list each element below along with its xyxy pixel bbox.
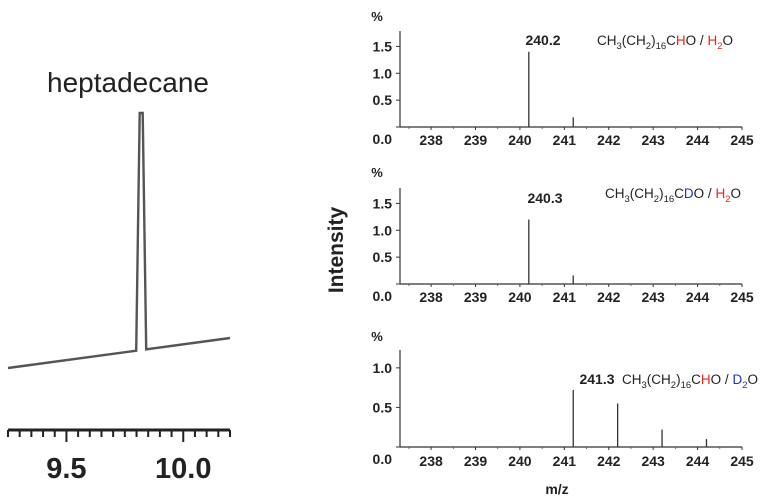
- formula-segment: 16: [656, 41, 667, 52]
- formula-segment: (CH: [622, 33, 646, 48]
- chromatogram-tick-label: 10.0: [155, 453, 211, 485]
- x-tick-label: 238: [419, 453, 443, 469]
- chromatogram-trace: [7, 111, 231, 370]
- formula-segment: 2: [725, 194, 730, 205]
- x-tick-label: 245: [730, 289, 754, 305]
- formula-segment: O /: [711, 372, 733, 387]
- y-axis-label: Intensity: [325, 207, 348, 294]
- formula-label: CH3(CH2)16CHO / H2O: [597, 33, 733, 52]
- formula-segment: ): [651, 33, 656, 48]
- x-tick-label: 239: [464, 453, 488, 469]
- y-tick-label: 1.0: [373, 360, 393, 376]
- peak-mz-label: 240.3: [527, 190, 562, 206]
- formula-segment: O: [730, 186, 741, 201]
- y-tick-label: 1.5: [373, 195, 393, 211]
- formula-segment: CH: [597, 33, 617, 48]
- formula-segment: 3: [642, 380, 647, 391]
- formula-segment: H: [715, 186, 725, 201]
- spectrum-panel-3: % 0.0 0.5 1.0 238 239 240 241 242 243 244 245 241.3 C…: [371, 329, 758, 469]
- x-tick-label: 244: [686, 132, 710, 148]
- formula-label: CH3(CH2)16CHO / D2O: [622, 372, 758, 391]
- x-tick-label: 243: [641, 132, 665, 148]
- formula-segment: H: [701, 372, 711, 387]
- formula-segment: 16: [681, 380, 692, 391]
- y-tick-label: 0.0: [373, 288, 393, 304]
- x-tick-label: 242: [597, 453, 621, 469]
- formula-segment: 2: [742, 380, 747, 391]
- compound-label: heptadecane: [47, 67, 209, 98]
- y-tick-label: 0.5: [373, 92, 393, 108]
- mass-spectra: % 0.0 0.5 1.0 1.5 238 239 240 241 242 243 244 245 240…: [371, 9, 758, 469]
- y-tick-label: 0.5: [373, 249, 393, 265]
- formula-segment: ): [676, 372, 681, 387]
- spectrum-panel-2: % 0.0 0.5 1.0 1.5 238 239 240 241 242 243 244 245 240…: [371, 165, 754, 305]
- x-tick-label: 245: [730, 132, 754, 148]
- chromatogram-ticks: 9.5 10.0: [7, 430, 231, 485]
- formula-segment: D: [684, 186, 694, 201]
- formula-segment: (CH: [647, 372, 671, 387]
- y-unit-label: %: [371, 165, 383, 180]
- formula-segment: 16: [664, 194, 675, 205]
- formula-segment: 3: [625, 194, 630, 205]
- y-tick-label: 0.0: [373, 131, 393, 147]
- formula-segment: 2: [671, 380, 676, 391]
- formula-segment: 3: [617, 41, 622, 52]
- formula-segment: H: [707, 33, 717, 48]
- y-tick-label: 1.5: [373, 38, 393, 54]
- formula-segment: O: [747, 372, 758, 387]
- formula-segment: (CH: [630, 186, 654, 201]
- x-tick-label: 243: [641, 453, 665, 469]
- x-tick-label: 242: [597, 289, 621, 305]
- formula-segment: CH: [622, 372, 642, 387]
- formula-segment: C: [666, 33, 676, 48]
- x-tick-label: 245: [730, 453, 754, 469]
- x-axis-label: m/z: [545, 481, 568, 497]
- x-tick-label: 243: [641, 289, 665, 305]
- chromatogram: heptadecane 9.5 10.0: [7, 67, 231, 485]
- y-tick-label: 1.0: [373, 222, 393, 238]
- formula-segment: O /: [694, 186, 716, 201]
- formula-segment: 2: [646, 41, 651, 52]
- formula-segment: O /: [686, 33, 708, 48]
- formula-label: CH3(CH2)16CDO / H2O: [605, 186, 741, 205]
- x-tick-label: 241: [553, 453, 577, 469]
- formula-segment: CH: [605, 186, 625, 201]
- x-tick-label: 240: [508, 289, 532, 305]
- formula-segment: C: [674, 186, 684, 201]
- x-tick-label: 238: [419, 132, 443, 148]
- formula-segment: ): [659, 186, 664, 201]
- chromatogram-tick-label: 9.5: [46, 453, 86, 485]
- peak-mz-label: 241.3: [579, 371, 614, 387]
- formula-segment: H: [676, 33, 686, 48]
- x-tick-label: 241: [553, 132, 577, 148]
- formula-segment: C: [691, 372, 701, 387]
- x-tick-label: 238: [419, 289, 443, 305]
- x-tick-label: 240: [508, 453, 532, 469]
- x-tick-label: 242: [597, 132, 621, 148]
- x-tick-label: 239: [464, 289, 488, 305]
- y-unit-label: %: [371, 9, 383, 24]
- y-tick-label: 0.0: [373, 451, 393, 467]
- y-unit-label: %: [371, 329, 383, 344]
- formula-segment: D: [732, 372, 742, 387]
- y-tick-label: 1.0: [373, 65, 393, 81]
- formula-segment: 2: [654, 194, 659, 205]
- x-tick-label: 244: [686, 289, 710, 305]
- x-tick-label: 241: [553, 289, 577, 305]
- spectrum-panel-1: % 0.0 0.5 1.0 1.5 238 239 240 241 242 243 244 245 240…: [371, 9, 754, 148]
- formula-segment: O: [722, 33, 733, 48]
- formula-segment: 2: [717, 41, 722, 52]
- x-tick-label: 239: [464, 132, 488, 148]
- x-tick-label: 240: [508, 132, 532, 148]
- x-tick-label: 244: [686, 453, 710, 469]
- peak-mz-label: 240.2: [525, 32, 560, 48]
- y-tick-label: 0.5: [373, 399, 393, 415]
